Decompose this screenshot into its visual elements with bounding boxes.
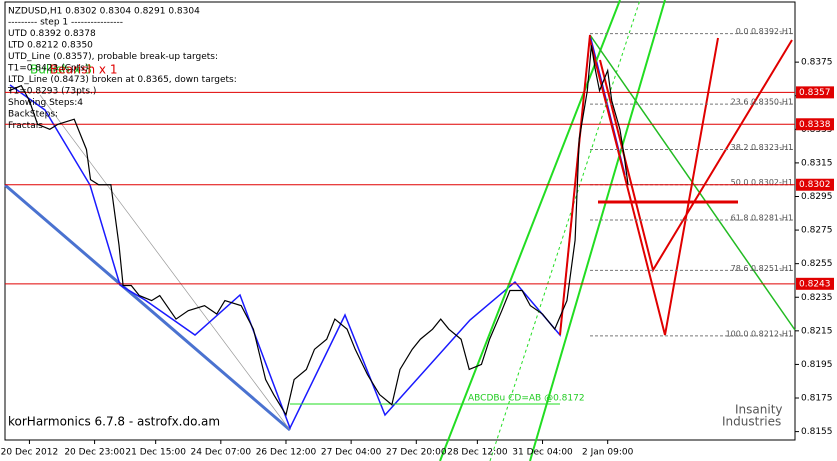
level-label: 0.8338 bbox=[799, 120, 831, 130]
info-line: Fractals bbox=[8, 121, 43, 131]
fib-label: 61.8 0.8281-H1 bbox=[731, 214, 793, 223]
x-tick-label: 21 Dec 15:00 bbox=[125, 448, 186, 458]
y-tick-label: 0.8195 bbox=[801, 360, 833, 370]
channel-line bbox=[489, 0, 641, 461]
x-tick-label: 26 Dec 12:00 bbox=[256, 448, 317, 458]
chart-title: NZDUSD,H1 0.8302 0.8304 0.8291 0.8304 bbox=[8, 7, 200, 17]
info-line: UTD 0.8392 0.8378 bbox=[8, 29, 96, 39]
channel-line bbox=[529, 0, 666, 461]
info-line: UTD_Line (0.8357), probable break-up tar… bbox=[8, 52, 218, 62]
x-tick-label: 24 Dec 07:00 bbox=[191, 448, 252, 458]
y-tick-label: 0.8155 bbox=[801, 427, 833, 437]
bullish-label: Bullish x 3 bbox=[30, 63, 92, 77]
x-tick-label: 20 Dec 2012 bbox=[1, 448, 59, 458]
level-box bbox=[796, 277, 834, 290]
logo: Industries bbox=[722, 415, 781, 429]
fib-label: 23.6 0.8350-H1 bbox=[731, 98, 793, 107]
y-tick-label: 0.8295 bbox=[801, 192, 833, 202]
fib-label: 100.0 0.8212-H1 bbox=[726, 329, 793, 338]
level-box bbox=[796, 86, 834, 99]
x-tick-label: 20 Dec 23:00 bbox=[64, 448, 125, 458]
bearish-label: Bearish x 1 bbox=[50, 63, 117, 77]
info-line: BackSteps: bbox=[8, 110, 58, 120]
x-tick-label: 27 Dec 20:00 bbox=[386, 448, 447, 458]
info-line: LTD_Line (0.8473) broken at 0.8365, down… bbox=[8, 75, 237, 85]
plot-frame bbox=[4, 1, 796, 441]
channel-line bbox=[439, 0, 621, 461]
y-tick-label: 0.8275 bbox=[801, 226, 833, 236]
level-label: 0.8243 bbox=[799, 279, 831, 289]
y-tick-label: 0.8235 bbox=[801, 293, 833, 303]
fib-label: 50.0 0.8302-H1 bbox=[731, 178, 793, 187]
projection-arrow bbox=[589, 37, 719, 336]
info-line: Showing Steps:4 bbox=[8, 98, 83, 108]
y-tick-label: 0.8175 bbox=[801, 394, 833, 404]
info-line: --------- step 1 ---------------- bbox=[8, 18, 123, 28]
x-tick-label: 28 Dec 12:00 bbox=[447, 448, 508, 458]
y-tick-label: 0.8375 bbox=[801, 58, 833, 68]
x-tick-label: 27 Dec 04:00 bbox=[321, 448, 382, 458]
info-line: LTD 0.8212 0.8350 bbox=[8, 41, 93, 51]
y-tick-label: 0.8315 bbox=[801, 158, 833, 168]
level-box bbox=[796, 178, 834, 191]
fib-label: 0.0 0.8392-H1 bbox=[736, 27, 793, 36]
pattern-label: ABCDBu CD=AB @0.8172 bbox=[468, 394, 585, 404]
trend-line bbox=[4, 183, 291, 432]
y-tick-label: 0.8215 bbox=[801, 326, 833, 336]
footer: korHarmonics 6.7.8 - astrofx.do.am bbox=[8, 415, 220, 429]
price-line bbox=[8, 45, 629, 417]
fib-label: 78.6 0.8251-H1 bbox=[731, 264, 793, 273]
info-line: T1=0.8293 (73pts.) bbox=[7, 87, 96, 97]
x-tick-label: 31 Dec 04:00 bbox=[512, 448, 573, 458]
level-label: 0.8357 bbox=[799, 88, 831, 98]
level-label: 0.8302 bbox=[799, 180, 831, 190]
fib-label: 38.2 0.8323-H1 bbox=[731, 143, 793, 152]
y-tick-label: 0.8255 bbox=[801, 259, 833, 269]
trend-line bbox=[39, 94, 291, 431]
logo: Insanity bbox=[735, 403, 783, 417]
info-line: T1=0.8423 (Cpts) bbox=[7, 64, 88, 74]
level-box bbox=[796, 118, 834, 131]
x-tick-label: 2 Jan 09:00 bbox=[582, 448, 634, 458]
